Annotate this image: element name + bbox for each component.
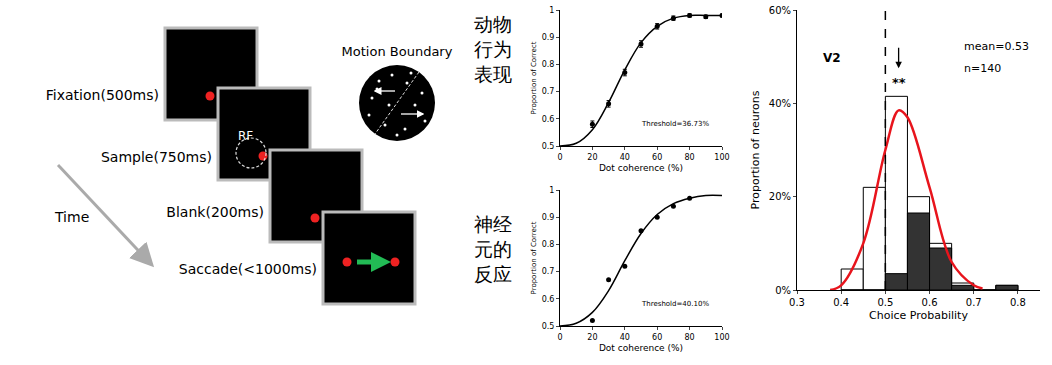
svg-text:Time: Time [54,209,89,225]
svg-text:mean=0.53: mean=0.53 [964,40,1029,53]
svg-text:60%: 60% [769,5,791,16]
svg-text:Fixation(500ms): Fixation(500ms) [46,87,159,103]
svg-text:Dot coherence (%): Dot coherence (%) [599,163,683,173]
svg-text:40: 40 [620,153,630,162]
svg-text:0.5: 0.5 [542,322,555,331]
svg-text:0.5: 0.5 [877,297,893,308]
svg-text:Saccade(<1000ms): Saccade(<1000ms) [179,261,317,277]
svg-text:100: 100 [714,333,729,342]
svg-text:Proportion of Correct: Proportion of Correct [530,41,538,114]
svg-text:Threshold=40.10%: Threshold=40.10% [641,300,709,308]
svg-text:0.5: 0.5 [542,142,555,151]
svg-text:V2: V2 [823,51,841,65]
svg-text:1: 1 [549,186,554,195]
svg-text:60: 60 [652,153,662,162]
svg-text:20: 20 [587,153,597,162]
html-text:表现: 表现 [474,63,512,85]
html-text:动物: 动物 [474,13,512,35]
svg-text:Choice Probability: Choice Probability [869,309,968,322]
svg-text:Sample(750ms): Sample(750ms) [101,149,212,165]
html-text:反应: 反应 [474,263,512,285]
html-text:行为: 行为 [474,38,512,60]
svg-text:20: 20 [587,333,597,342]
svg-text:Motion Boundary: Motion Boundary [342,44,453,59]
svg-text:0.4: 0.4 [833,297,849,308]
svg-text:0.6: 0.6 [542,115,555,124]
svg-text:0.8: 0.8 [542,60,555,69]
svg-text:0.9: 0.9 [542,33,555,42]
svg-text:0.3: 0.3 [789,297,805,308]
svg-text:0.6: 0.6 [542,295,555,304]
svg-text:0.7: 0.7 [966,297,982,308]
svg-text:0: 0 [557,153,562,162]
svg-text:40: 40 [620,333,630,342]
svg-text:**: ** [892,75,906,90]
html-text:元的: 元的 [474,238,512,260]
svg-text:0.9: 0.9 [542,213,555,222]
svg-text:Proportion of neurons: Proportion of neurons [749,90,762,209]
svg-text:Blank(200ms): Blank(200ms) [166,204,264,220]
svg-text:1: 1 [549,6,554,15]
html-text:神经: 神经 [474,213,512,235]
svg-text:0%: 0% [775,285,791,296]
svg-text:0.7: 0.7 [542,87,555,96]
svg-text:80: 80 [685,333,695,342]
svg-text:RF: RF [238,129,253,143]
svg-text:100: 100 [714,153,729,162]
svg-text:0.8: 0.8 [542,240,555,249]
svg-text:Dot coherence (%): Dot coherence (%) [599,343,683,353]
svg-text:80: 80 [685,153,695,162]
svg-text:20%: 20% [769,191,791,202]
svg-text:0.8: 0.8 [1010,297,1026,308]
svg-text:60: 60 [652,333,662,342]
svg-text:0.6: 0.6 [922,297,938,308]
svg-text:0: 0 [557,333,562,342]
svg-text:Proportion of Correct: Proportion of Correct [530,221,538,294]
svg-text:0.7: 0.7 [542,267,555,276]
svg-text:40%: 40% [769,98,791,109]
svg-text:n=140: n=140 [964,62,1001,75]
svg-text:Threshold=36.73%: Threshold=36.73% [641,120,709,128]
